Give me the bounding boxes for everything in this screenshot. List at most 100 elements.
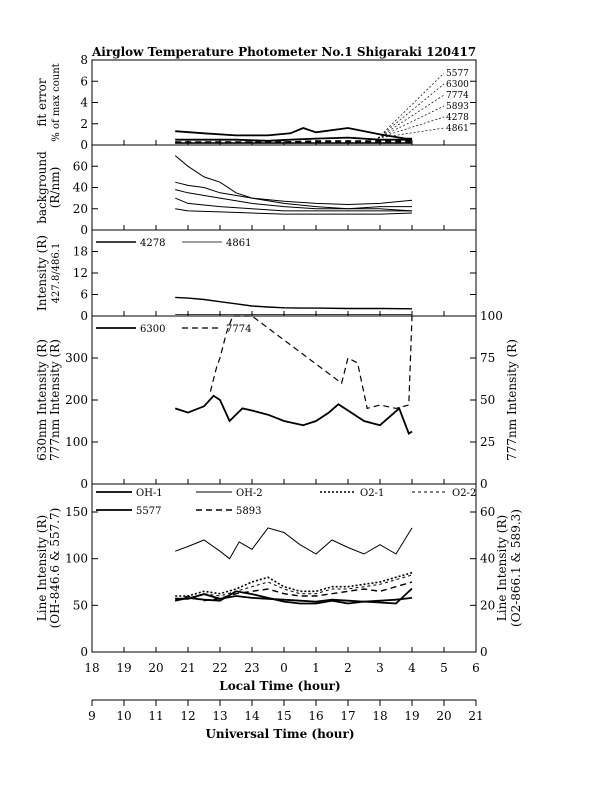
line_intensity-series-O2-2 xyxy=(175,574,413,599)
h_intensity-ytick-label: 12 xyxy=(73,266,88,280)
fit_error-series-5577 xyxy=(175,127,412,140)
h_intensity-ytick-label: 18 xyxy=(73,245,88,259)
fit_error-ytick-label: 0 xyxy=(80,138,88,152)
x-tick-label-local: 0 xyxy=(280,661,288,675)
fit_error-series-6300 xyxy=(175,136,412,142)
fit_error-series-5893 xyxy=(175,141,412,144)
red_line-ytick2-label: 25 xyxy=(480,435,495,449)
x-tick-label-universal: 18 xyxy=(372,709,387,723)
fit_error-ytick-label: 2 xyxy=(80,117,88,131)
x-tick-label-universal: 10 xyxy=(116,709,131,723)
fit-error-legend-4861: 4861 xyxy=(446,124,469,134)
fit-error-legend-leader xyxy=(377,83,445,139)
fit-error-legend-leader xyxy=(377,72,445,139)
x-tick-label-universal: 13 xyxy=(212,709,227,723)
h_intensity-ytick-label: 0 xyxy=(80,309,88,323)
background-ytick-label: 40 xyxy=(73,181,88,195)
background-series-c xyxy=(175,189,412,210)
red_line-ylabel: 630nm Intensity (R) xyxy=(35,339,49,461)
line_intensity-ytick-label: 100 xyxy=(65,552,88,566)
fit-error-legend-5577: 5577 xyxy=(446,69,469,79)
x-tick-label-universal: 14 xyxy=(244,709,260,723)
fit-error-legend-4278: 4278 xyxy=(446,113,469,123)
line_intensity-series-5893 xyxy=(174,581,413,602)
background-series-a xyxy=(174,155,413,212)
line_intensity-ytick-label: 50 xyxy=(73,598,88,612)
red_line-ytick2-label: 100 xyxy=(480,309,503,323)
x-tick-label-universal: 17 xyxy=(340,709,355,723)
fit-error-legend-leader xyxy=(377,94,445,139)
red_line-ytick-label: 0 xyxy=(80,477,88,491)
line_intensity-ylabel: Line Intensity (R) xyxy=(35,515,49,621)
h_intensity-series-4278 xyxy=(175,296,413,310)
red_line-ytick-label: 200 xyxy=(65,393,88,407)
h_intensity-ylabel: Intensity (R) xyxy=(35,235,49,311)
fit-error-legend-7774: 7774 xyxy=(446,91,469,101)
background-ytick-label: 60 xyxy=(73,159,88,173)
x-axis-label-local: Local Time (hour) xyxy=(219,679,340,693)
h_intensity-ytick-label: 6 xyxy=(80,288,88,302)
line_intensity-ytick2-label: 40 xyxy=(480,552,495,566)
legend-label-OH-2: OH-2 xyxy=(236,488,263,499)
line_intensity-ytick-label: 0 xyxy=(80,645,88,659)
line_intensity-ytick2-label: 60 xyxy=(480,505,495,519)
legend-label-5577: 5577 xyxy=(136,506,161,517)
fit-error-legend-leader xyxy=(377,116,445,139)
background-series-e xyxy=(175,208,413,215)
background-ytick-label: 0 xyxy=(80,223,88,237)
legend-label-O2-2: O2-2 xyxy=(452,488,476,499)
red_line-ytick2-label: 75 xyxy=(480,351,495,365)
x-tick-label-local: 4 xyxy=(408,661,416,675)
red_line-ytick2-label: 50 xyxy=(480,393,495,407)
line_intensity-series-OH-2 xyxy=(175,527,413,560)
x-tick-label-local: 22 xyxy=(212,661,227,675)
fit_error-ytick-label: 8 xyxy=(80,53,88,67)
red_line-series-6300 xyxy=(174,394,413,435)
red_line-ylabel2: 777nm Intensity (R) xyxy=(48,339,62,461)
fit_error-ytick-label: 4 xyxy=(80,96,88,110)
fit_error-ylabel: fit error xyxy=(35,78,49,126)
x-tick-label-universal: 20 xyxy=(436,709,451,723)
x-tick-label-local: 1 xyxy=(312,661,320,675)
x-tick-label-local: 23 xyxy=(244,661,259,675)
background-frame xyxy=(91,144,477,231)
red_line-ytick-label: 300 xyxy=(65,351,88,365)
fit-error-legend-6300: 6300 xyxy=(446,80,469,90)
legend-label-O2-1: O2-1 xyxy=(360,488,384,499)
x-tick-label-local: 18 xyxy=(84,661,99,675)
line_intensity-ylabel-right2: (O2-866.1 & 589.3) xyxy=(509,509,523,627)
red_line-frame xyxy=(91,315,477,485)
line_intensity-ytick2-label: 0 xyxy=(480,645,488,659)
background-ylabel2: (R/nm) xyxy=(48,167,62,209)
x-tick-label-local: 20 xyxy=(148,661,163,675)
x-tick-label-universal: 19 xyxy=(404,709,419,723)
h_intensity-ylabel2: 427.8/486.1 xyxy=(51,243,62,304)
legend-label-OH-1: OH-1 xyxy=(136,488,163,499)
red_line-ytick2-label: 0 xyxy=(480,477,488,491)
legend-label-7774: 7774 xyxy=(226,324,251,335)
x-tick-label-local: 2 xyxy=(344,661,352,675)
line_intensity-ylabel-right: Line Intensity (R) xyxy=(495,515,509,621)
x-tick-label-universal: 16 xyxy=(308,709,323,723)
fit-error-legend-5893: 5893 xyxy=(446,102,469,112)
background-ytick-label: 20 xyxy=(73,202,88,216)
line_intensity-series-O2-1 xyxy=(175,571,413,597)
x-tick-label-local: 6 xyxy=(472,661,480,675)
chart-title: Airglow Temperature Photometer No.1 Shig… xyxy=(91,45,476,59)
background-ylabel: background xyxy=(35,151,49,224)
x-tick-label-local: 3 xyxy=(376,661,384,675)
x-tick-label-local: 5 xyxy=(440,661,448,675)
x-tick-label-universal: 15 xyxy=(276,709,291,723)
fit-error-legend-leader xyxy=(377,105,445,139)
line_intensity-series-5577 xyxy=(175,587,413,605)
legend-label-6300: 6300 xyxy=(140,324,165,335)
x-tick-label-local: 19 xyxy=(116,661,131,675)
line_intensity-ytick2-label: 20 xyxy=(480,598,495,612)
fit_error-frame xyxy=(91,59,477,146)
line_intensity-ylabel2: (OH-846.6 & 557.7) xyxy=(48,508,62,629)
x-tick-label-universal: 11 xyxy=(148,709,163,723)
line_intensity-ytick-label: 150 xyxy=(65,505,88,519)
x-tick-label-universal: 9 xyxy=(88,709,96,723)
fit_error-ylabel2: % of max count xyxy=(51,63,62,141)
